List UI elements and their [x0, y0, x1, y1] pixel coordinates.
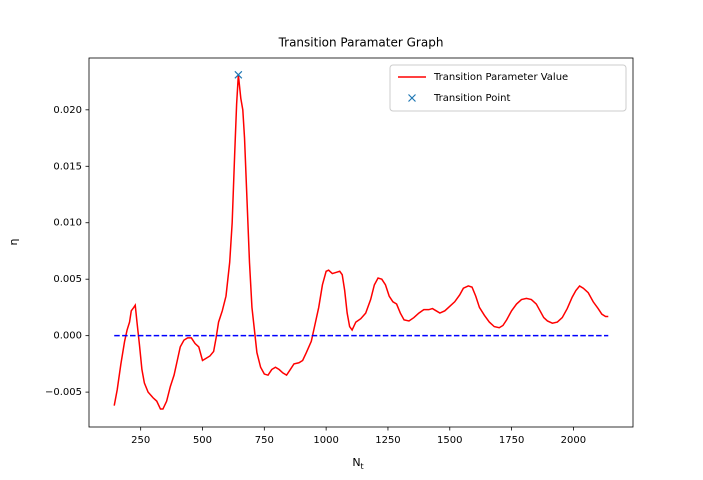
x-tick-label: 2000 [561, 435, 586, 446]
chart-title: Transition Paramater Graph [278, 36, 444, 50]
x-tick-label: 500 [193, 435, 212, 446]
x-tick-label: 1250 [375, 435, 400, 446]
legend-label: Transition Point [433, 93, 510, 104]
line [113, 74, 609, 410]
y-tick-label: 0.010 [53, 218, 82, 229]
x-tick-label: 1750 [499, 435, 524, 446]
y-axis-label: η [7, 238, 20, 245]
legend-label: Transition Parameter Value [433, 72, 568, 83]
x-axis-label-base: N [352, 456, 360, 469]
legend-marker [408, 94, 416, 102]
x-tick-label: 1000 [313, 435, 338, 446]
legend-box [389, 64, 627, 112]
plot-frame [88, 57, 634, 428]
x-tick-label: 1500 [437, 435, 462, 446]
y-tick-label: 0.005 [53, 274, 82, 285]
x-tick-label: 250 [131, 435, 150, 446]
y-tick-label: 0.020 [53, 105, 82, 116]
x-axis-label: Nt [352, 456, 363, 471]
y-tick-label: 0.015 [53, 161, 82, 172]
y-tick-label: −0.005 [45, 387, 82, 398]
x-tick-label: 750 [255, 435, 274, 446]
x-axis-label-subscript: t [361, 462, 364, 471]
marker [234, 70, 243, 79]
legend: Transition Parameter Value Transition Poi… [389, 64, 627, 112]
y-tick-label: 0.000 [53, 331, 82, 342]
